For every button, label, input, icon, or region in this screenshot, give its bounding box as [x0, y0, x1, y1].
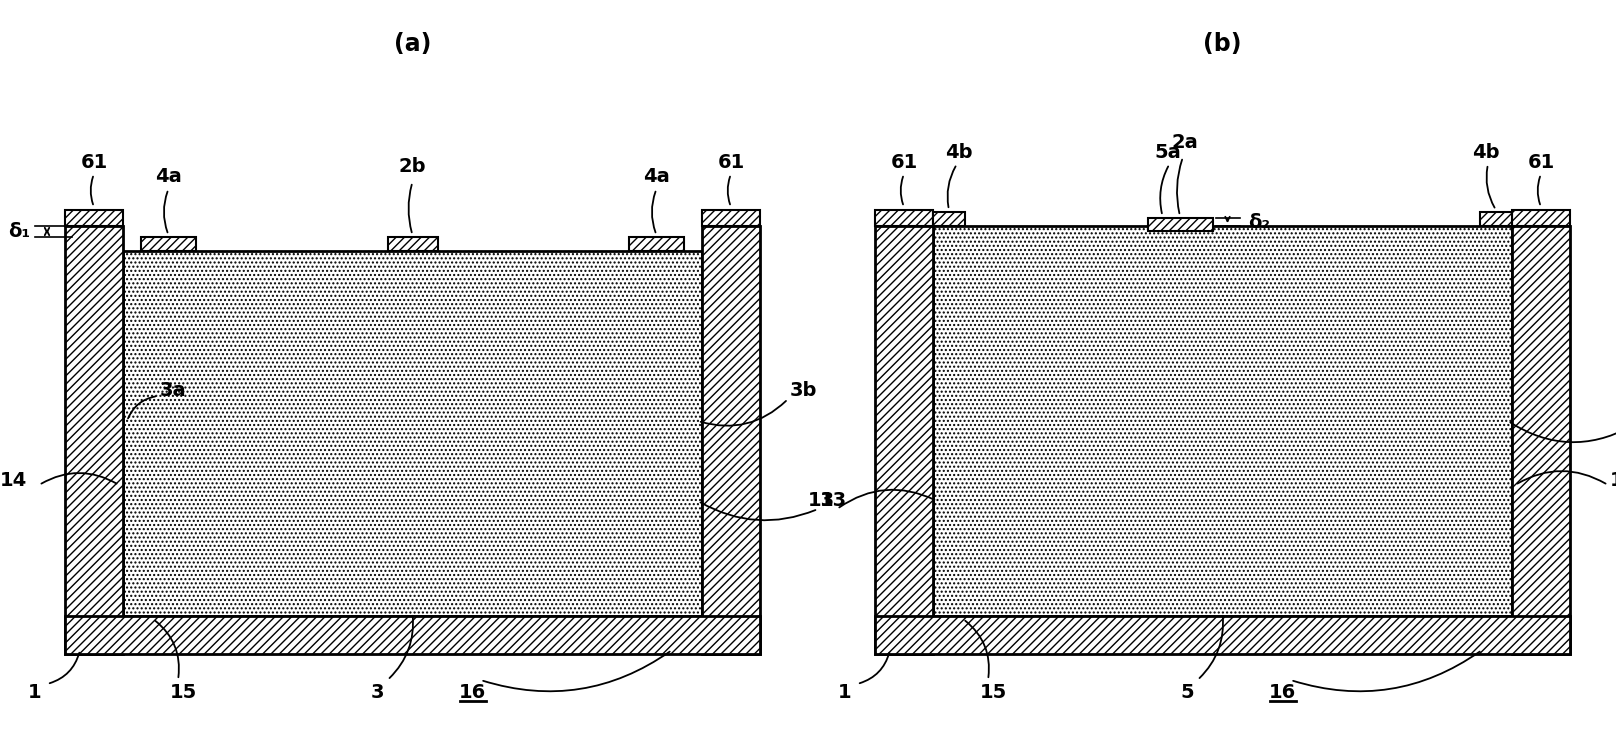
- Text: 2a: 2a: [1172, 132, 1199, 152]
- Text: 5a: 5a: [1154, 143, 1181, 161]
- Bar: [629, 237, 684, 251]
- Text: 4b: 4b: [1472, 143, 1500, 161]
- Bar: [701, 226, 760, 654]
- Text: (a): (a): [394, 32, 431, 56]
- Text: 14: 14: [0, 470, 27, 490]
- Bar: [874, 226, 932, 654]
- Text: 61: 61: [890, 153, 918, 172]
- Text: 14: 14: [1610, 470, 1616, 490]
- Text: 1: 1: [839, 682, 852, 702]
- Text: 3: 3: [370, 682, 385, 702]
- Bar: [874, 210, 932, 226]
- Text: 61: 61: [718, 153, 745, 172]
- Text: δ₁: δ₁: [8, 222, 31, 241]
- Text: 61: 61: [1527, 153, 1555, 172]
- Bar: [65, 226, 123, 654]
- Bar: [1513, 226, 1571, 654]
- Text: 13: 13: [819, 492, 847, 510]
- Bar: [932, 226, 1513, 616]
- Bar: [1147, 218, 1212, 231]
- Bar: [1480, 212, 1513, 226]
- Text: 4b: 4b: [945, 143, 973, 161]
- Text: (b): (b): [1204, 32, 1241, 56]
- Bar: [65, 616, 760, 654]
- Bar: [65, 210, 123, 226]
- Text: 15: 15: [979, 682, 1007, 702]
- Bar: [141, 237, 196, 251]
- Text: 3a: 3a: [160, 382, 186, 400]
- Text: 4a: 4a: [155, 167, 183, 187]
- Text: 2b: 2b: [399, 158, 427, 176]
- Text: 61: 61: [81, 153, 108, 172]
- Text: 5: 5: [1181, 682, 1194, 702]
- Text: 16: 16: [1269, 682, 1296, 702]
- Bar: [701, 210, 760, 226]
- Text: 16: 16: [459, 682, 486, 702]
- Text: 15: 15: [170, 682, 197, 702]
- Text: 3b: 3b: [790, 382, 818, 400]
- Bar: [123, 251, 701, 616]
- Bar: [388, 237, 438, 251]
- Bar: [1513, 210, 1571, 226]
- Text: 4a: 4a: [643, 167, 671, 187]
- Text: δ₂: δ₂: [1249, 213, 1270, 231]
- Text: 13: 13: [808, 492, 835, 510]
- Bar: [932, 212, 965, 226]
- Text: 1: 1: [27, 682, 42, 702]
- Bar: [874, 616, 1571, 654]
